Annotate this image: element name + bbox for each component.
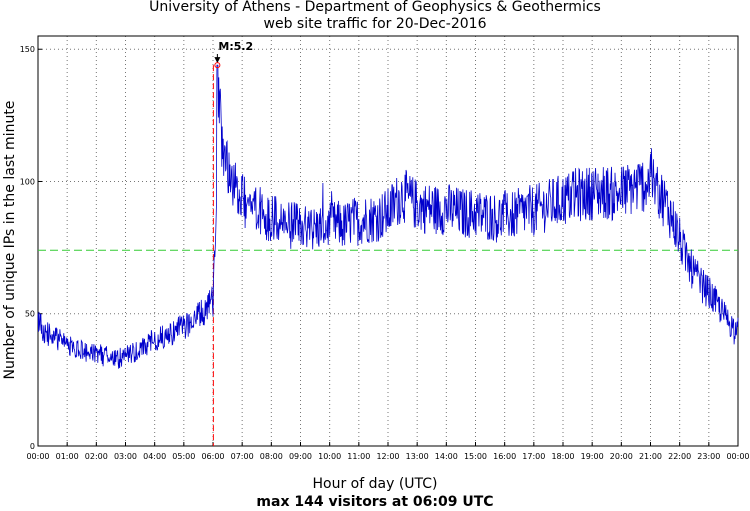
x-axis-ticks: 00:00 01:00 02:00 03:00 04:00 05:00 06:00 07:00…	[26, 442, 750, 461]
x-tick-label: 15:00	[464, 452, 487, 461]
x-tick-label: 21:00	[639, 452, 662, 461]
y-tick-label: 50	[25, 310, 35, 319]
x-tick-label: 23:00	[697, 452, 720, 461]
x-tick-label: 00:00	[726, 452, 749, 461]
x-tick-label: 00:00	[26, 452, 49, 461]
x-tick-label: 17:00	[522, 452, 545, 461]
x-tick-label: 06:00	[201, 452, 224, 461]
x-axis-label: Hour of day (UTC)	[312, 476, 438, 492]
grid-lines	[38, 36, 738, 446]
traffic-series-line	[37, 64, 739, 369]
event-arrow-head	[214, 57, 221, 64]
x-tick-label: 10:00	[318, 452, 341, 461]
x-tick-label: 11:00	[347, 452, 370, 461]
y-axis-label: Number of unique IPs in the last minute	[2, 100, 18, 380]
x-tick-label: 14:00	[435, 452, 458, 461]
x-tick-label: 20:00	[610, 452, 633, 461]
event-marker: M:5.2	[214, 40, 253, 64]
x-tick-label: 07:00	[231, 452, 254, 461]
y-axis-ticks: 0 50 100 150	[20, 45, 42, 451]
event-label: M:5.2	[218, 40, 253, 53]
x-tick-label: 18:00	[551, 452, 574, 461]
x-tick-label: 09:00	[289, 452, 312, 461]
chart-subtitle: web site traffic for 20-Dec-2016	[263, 16, 487, 32]
x-tick-label: 12:00	[376, 452, 399, 461]
chart-title: University of Athens - Department of Geo…	[149, 0, 601, 15]
x-tick-label: 02:00	[85, 452, 108, 461]
x-tick-label: 16:00	[493, 452, 516, 461]
peak-marker	[214, 62, 221, 69]
x-tick-label: 22:00	[668, 452, 691, 461]
y-tick-label: 0	[30, 442, 35, 451]
peak-summary: max 144 visitors at 06:09 UTC	[256, 494, 494, 510]
x-tick-label: 01:00	[56, 452, 79, 461]
x-tick-label: 13:00	[406, 452, 429, 461]
x-tick-label: 19:00	[581, 452, 604, 461]
x-tick-label: 03:00	[114, 452, 137, 461]
y-tick-label: 150	[20, 45, 35, 54]
x-tick-label: 04:00	[143, 452, 166, 461]
x-tick-label: 05:00	[172, 452, 195, 461]
y-tick-label: 100	[20, 177, 35, 186]
x-tick-label: 08:00	[260, 452, 283, 461]
